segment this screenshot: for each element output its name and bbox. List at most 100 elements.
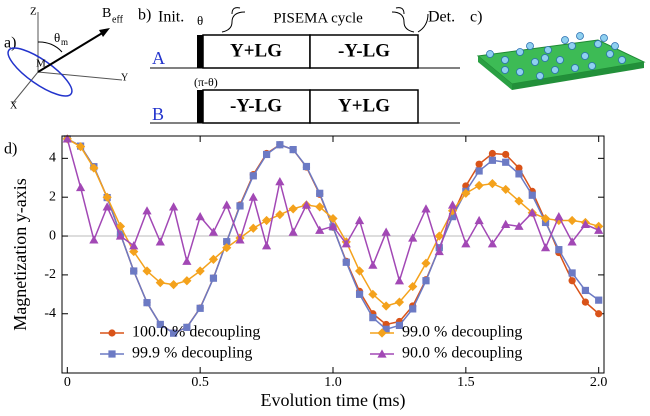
legend-marker (108, 350, 116, 358)
marker (408, 281, 418, 292)
marker (487, 239, 498, 248)
marker (208, 227, 219, 236)
marker (261, 241, 272, 250)
marker (488, 156, 497, 164)
marker (235, 235, 245, 244)
theta-label: θ (197, 13, 203, 28)
marker (527, 208, 537, 217)
marker (301, 200, 312, 209)
marker (289, 145, 297, 154)
marker (89, 235, 99, 244)
marker (501, 184, 511, 195)
marker (182, 276, 192, 286)
marker (554, 212, 564, 221)
marker (248, 223, 258, 233)
marker (595, 310, 603, 318)
box (309, 89, 419, 124)
legend-label: 99.0 % decoupling (402, 324, 522, 341)
pulse (197, 35, 203, 68)
marker (514, 221, 524, 230)
legend-label: 100.0 % decoupling (132, 324, 260, 341)
marker (168, 280, 179, 290)
axis (11, 71, 39, 105)
y-tick-label: 4 (49, 151, 56, 166)
marker (169, 329, 178, 337)
marker (315, 202, 325, 212)
box-label: -Y-LG (338, 40, 390, 61)
marker (354, 215, 365, 225)
axis-label: Z (30, 6, 37, 18)
angle-arc (37, 41, 63, 53)
marker (369, 314, 377, 322)
marker (195, 212, 205, 221)
cycle-label: PISEMA cycle (273, 10, 363, 26)
marker (434, 231, 444, 241)
marker (248, 192, 258, 201)
legend-marker (377, 328, 387, 338)
y-tick-label: -4 (44, 306, 56, 321)
panel-c: c) (470, 9, 646, 90)
marker (580, 219, 591, 228)
marker (514, 196, 524, 206)
marker (515, 164, 523, 172)
marker (183, 323, 191, 331)
marker (209, 274, 218, 282)
marker (540, 213, 551, 224)
axis-label: Y (121, 72, 128, 83)
marker (168, 202, 179, 211)
marker (461, 188, 471, 198)
marker (368, 289, 378, 299)
box-label: Y+LG (338, 95, 390, 116)
marker (155, 278, 165, 288)
marker (129, 241, 139, 250)
marker (182, 256, 192, 265)
theta-label: θ (54, 30, 60, 45)
panel-label: c) (470, 9, 482, 26)
marker (288, 204, 298, 214)
membrane-edge (512, 62, 644, 90)
marker (581, 298, 590, 306)
marker (448, 213, 457, 221)
axis (37, 71, 123, 81)
marker (567, 237, 577, 246)
marker (475, 167, 483, 175)
x-tick-label: 0 (64, 375, 71, 390)
marker (195, 266, 205, 276)
y-tick-label: -2 (44, 267, 56, 282)
marker (515, 170, 523, 178)
marker (102, 202, 112, 211)
b-sub: eff (112, 14, 124, 25)
marker (434, 246, 444, 256)
legend-marker (377, 349, 387, 358)
legend-label: 90.0 % decoupling (402, 345, 522, 362)
marker (394, 276, 405, 285)
marker (381, 227, 391, 236)
box (309, 34, 419, 69)
marker (474, 215, 484, 225)
box (202, 89, 311, 124)
legend-marker (108, 329, 116, 337)
marker (540, 243, 551, 252)
box-label: Y+LG (230, 40, 282, 61)
marker (196, 304, 204, 312)
marker (422, 277, 430, 285)
marker (488, 149, 497, 158)
marker (395, 321, 404, 330)
marker (236, 202, 244, 210)
marker (115, 231, 126, 240)
marker (302, 162, 311, 171)
box (202, 34, 311, 69)
m-label: M (36, 58, 46, 70)
marker (461, 239, 471, 248)
marker (581, 286, 590, 295)
marker (502, 158, 510, 166)
marker (568, 277, 576, 285)
theta-sub: m (61, 37, 68, 47)
marker (502, 150, 510, 159)
marker (595, 296, 603, 304)
x-tick-label: 1.0 (324, 375, 342, 390)
panel-a: a) Z B eff θ m M Y X (4, 6, 128, 112)
row-label: B (152, 104, 164, 124)
marker (567, 215, 577, 226)
